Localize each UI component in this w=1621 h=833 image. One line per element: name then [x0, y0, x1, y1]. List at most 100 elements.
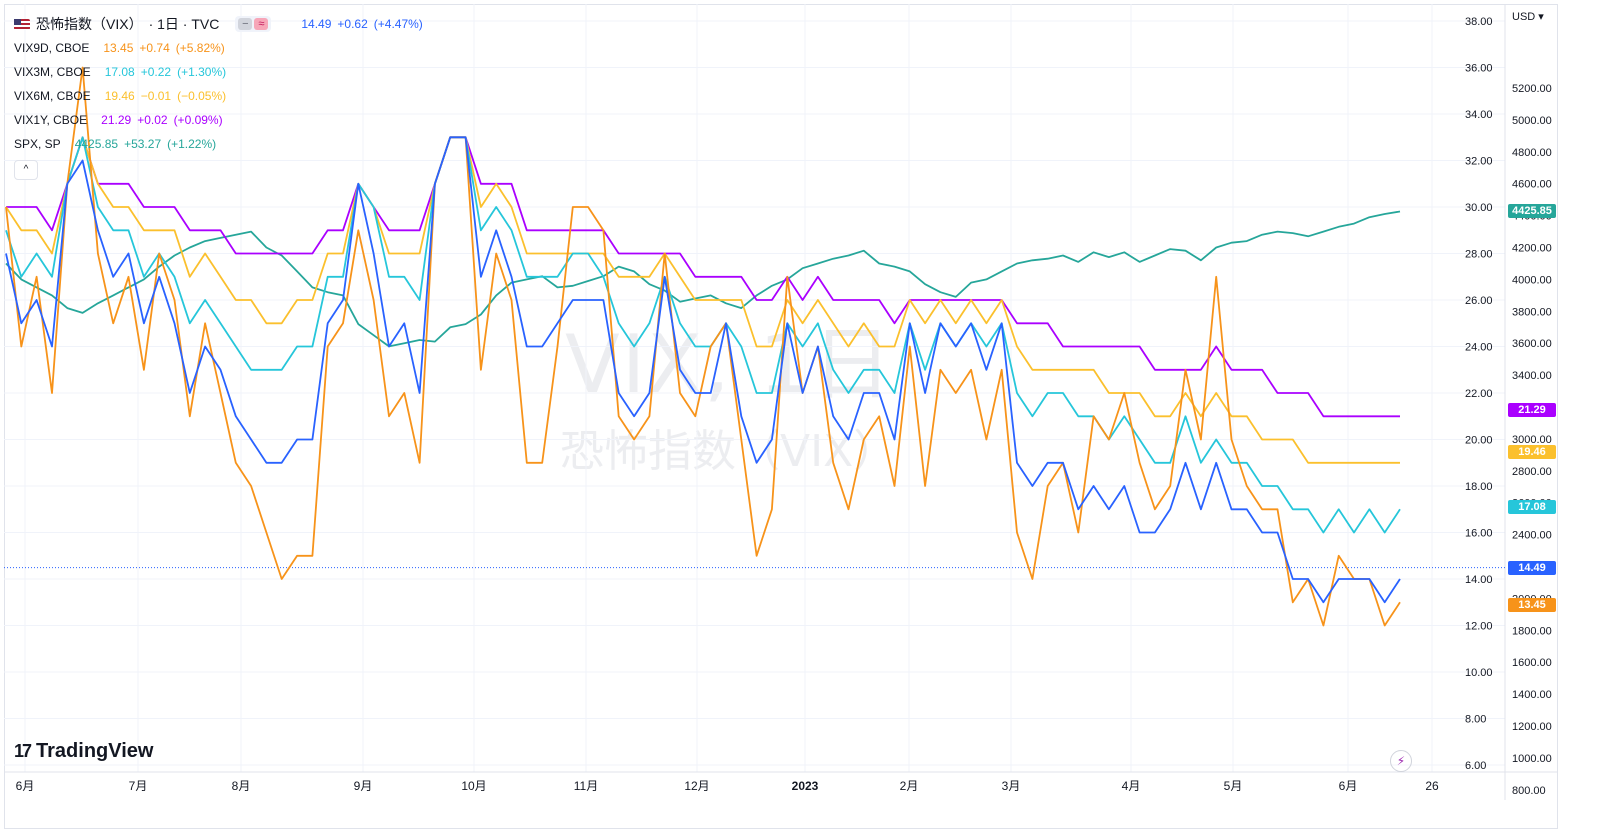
y-tick-left: 16.00 — [1465, 528, 1493, 540]
y-tick-right: 3800.00 — [1512, 306, 1552, 318]
us-flag-icon — [14, 18, 30, 30]
x-tick: 2月 — [900, 779, 919, 793]
currency-selector[interactable]: USD ▾ — [1512, 11, 1544, 23]
y-tick-right: 2800.00 — [1512, 466, 1552, 478]
tradingview-name: TradingView — [36, 740, 154, 762]
y-tick-left: 22.00 — [1465, 388, 1493, 400]
series-line-vix — [5, 136, 1401, 604]
y-tick-right: 5000.00 — [1512, 115, 1552, 127]
x-tick: 10月 — [461, 779, 486, 793]
y-tick-right: 800.00 — [1512, 785, 1546, 797]
legend-value: 13.45 — [103, 41, 134, 55]
compare-pill[interactable]: − ≈ — [235, 16, 272, 32]
legend-change-pct: (+1.22%) — [167, 137, 217, 151]
legend-change: −0.01 — [140, 89, 172, 103]
series-line-spx — [5, 210, 1401, 348]
y-tick-left: 28.00 — [1465, 249, 1493, 261]
y-tick-right: 1000.00 — [1512, 753, 1552, 765]
main-change: +0.62 — [337, 17, 368, 31]
legend-change-pct: (−0.05%) — [177, 89, 227, 103]
main-change-pct: (+4.47%) — [373, 17, 423, 31]
y-tick-left: 32.00 — [1465, 156, 1493, 168]
y-tick-right: 2400.00 — [1512, 530, 1552, 542]
collapse-legend-button[interactable]: ^ — [14, 160, 38, 180]
y-tick-right: 4200.00 — [1512, 243, 1552, 255]
legend-row[interactable]: VIX1Y, CBOE 21.29 +0.02 (+0.09%) — [14, 108, 423, 132]
series-line-vix6m — [5, 136, 1400, 464]
legend-series-name: VIX9D, CBOE — [14, 41, 90, 55]
lightning-icon[interactable]: ⚡ — [1390, 750, 1412, 772]
legend-row[interactable]: VIX3M, CBOE 17.08 +0.22 (+1.30%) — [14, 60, 423, 84]
series-line-vix9d — [5, 66, 1401, 627]
legend-change: +0.02 — [137, 113, 168, 127]
legend-series-name: SPX, SP — [14, 137, 61, 151]
y-tick-left: 36.00 — [1465, 63, 1493, 75]
legend: 恐怖指数（VIX） · 1日 · TVC − ≈ 14.49 +0.62 (+4… — [14, 12, 423, 180]
price-tag: 14.49 — [1508, 560, 1556, 575]
y-tick-left: 30.00 — [1465, 202, 1493, 214]
y-tick-left: 34.00 — [1465, 109, 1493, 121]
y-tick-left: 20.00 — [1465, 435, 1493, 447]
y-tick-left: 18.00 — [1465, 481, 1493, 493]
y-tick-left: 8.00 — [1465, 714, 1486, 726]
x-tick: 3月 — [1002, 779, 1021, 793]
legend-value: 17.08 — [104, 65, 135, 79]
legend-value: 4425.85 — [74, 137, 119, 151]
x-tick: 6月 — [1339, 779, 1358, 793]
y-tick-left: 38.00 — [1465, 16, 1493, 28]
y-tick-left: 24.00 — [1465, 342, 1493, 354]
series-line-vix1y — [6, 136, 1400, 418]
x-tick: 12月 — [684, 779, 709, 793]
symbol-title: 恐怖指数（VIX） — [36, 16, 143, 32]
minus-icon[interactable]: − — [238, 18, 253, 30]
y-tick-left: 6.00 — [1465, 760, 1486, 772]
legend-change-pct: (+1.30%) — [177, 65, 227, 79]
y-tick-right: 3000.00 — [1512, 434, 1552, 446]
y-tick-right: 3400.00 — [1512, 370, 1552, 382]
legend-change: +0.74 — [139, 41, 170, 55]
tradingview-mark: 17 — [14, 741, 32, 761]
x-tick: 26 — [1425, 779, 1439, 793]
y-tick-right: 1800.00 — [1512, 625, 1552, 637]
legend-change-pct: (+5.82%) — [175, 41, 225, 55]
legend-series-name: VIX3M, CBOE — [14, 65, 91, 79]
tradingview-logo[interactable]: 17 TradingView — [14, 740, 153, 763]
y-tick-right: 5200.00 — [1512, 83, 1552, 95]
price-tag: 13.45 — [1508, 597, 1556, 612]
legend-change: +53.27 — [124, 137, 162, 151]
price-tag: 21.29 — [1508, 402, 1556, 417]
x-tick: 8月 — [232, 779, 251, 793]
legend-series-name: VIX1Y, CBOE — [14, 113, 88, 127]
y-tick-left: 10.00 — [1465, 667, 1493, 679]
watermark-name: 恐怖指数（VIX） — [560, 426, 898, 477]
approx-icon[interactable]: ≈ — [254, 18, 269, 30]
legend-row[interactable]: SPX, SP 4425.85 +53.27 (+1.22%) — [14, 132, 423, 156]
x-tick: 6月 — [16, 779, 35, 793]
x-tick: 5月 — [1224, 779, 1243, 793]
price-tag: 19.46 — [1508, 445, 1556, 460]
legend-row[interactable]: VIX6M, CBOE 19.46 −0.01 (−0.05%) — [14, 84, 423, 108]
price-tag: 4425.85 — [1508, 204, 1556, 219]
y-tick-right: 1400.00 — [1512, 689, 1552, 701]
y-tick-right: 4600.00 — [1512, 179, 1552, 191]
legend-value: 19.46 — [104, 89, 135, 103]
legend-row[interactable]: VIX9D, CBOE 13.45 +0.74 (+5.82%) — [14, 36, 423, 60]
y-tick-right: 4000.00 — [1512, 274, 1552, 286]
legend-series-name: VIX6M, CBOE — [14, 89, 91, 103]
y-tick-left: 12.00 — [1465, 621, 1493, 633]
x-tick: 2023 — [792, 779, 819, 793]
legend-value: 21.29 — [101, 113, 132, 127]
series-line-vix3m — [5, 136, 1401, 534]
x-tick: 11月 — [574, 779, 598, 793]
legend-change: +0.22 — [140, 65, 172, 79]
y-tick-right: 4800.00 — [1512, 147, 1552, 159]
y-tick-right: 1600.00 — [1512, 657, 1552, 669]
price-tag: 17.08 — [1508, 500, 1556, 515]
interval-label: · 1日 · TVC — [148, 16, 220, 32]
legend-main-row[interactable]: 恐怖指数（VIX） · 1日 · TVC − ≈ 14.49 +0.62 (+4… — [14, 12, 423, 36]
main-value: 14.49 — [301, 17, 332, 31]
legend-change-pct: (+0.09%) — [173, 113, 223, 127]
x-tick: 7月 — [129, 779, 148, 793]
x-tick: 9月 — [354, 779, 373, 793]
y-tick-left: 26.00 — [1465, 295, 1493, 307]
